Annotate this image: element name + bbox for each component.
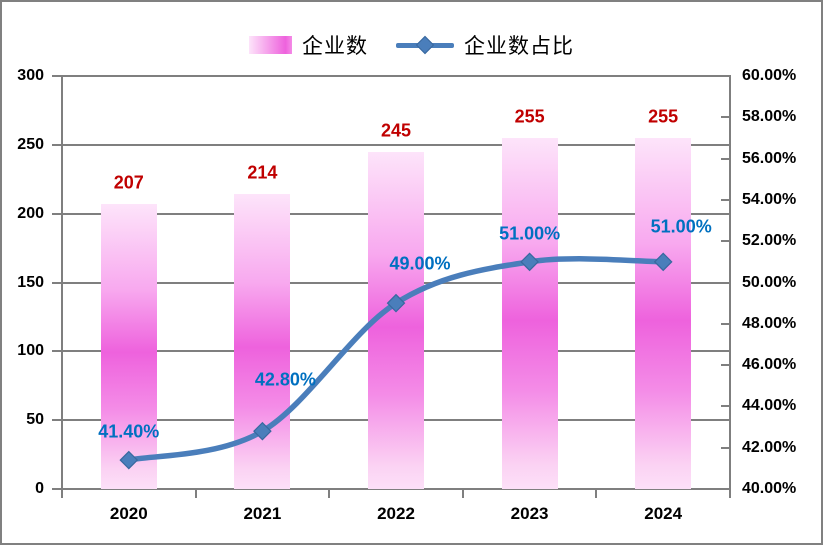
right-axis-tick <box>721 446 730 449</box>
left-axis-tick-label: 300 <box>17 67 44 84</box>
left-axis-tick-label: 250 <box>17 135 44 153</box>
bar-value-label: 255 <box>648 106 679 127</box>
line-value-label: 51.00% <box>499 223 561 244</box>
legend-bar-swatch-icon <box>249 36 292 54</box>
left-axis-tick-label: 100 <box>17 342 44 360</box>
right-axis-tick <box>721 322 730 325</box>
bar-value-label: 245 <box>380 120 412 141</box>
legend-label-line-series: 企业数占比 <box>464 34 574 58</box>
x-axis-tick <box>61 489 63 498</box>
legend-line-diamond-icon <box>396 35 454 55</box>
left-axis-tick <box>52 212 62 215</box>
right-axis-tick-label: 40.00% <box>742 480 797 497</box>
bar <box>368 151 424 489</box>
right-axis-tick <box>721 488 730 490</box>
x-axis-category-label: 2020 <box>109 504 148 523</box>
bar <box>635 137 692 489</box>
left-axis-tick-label: 50 <box>26 411 44 429</box>
left-axis-tick <box>52 75 62 77</box>
left-axis-tick <box>52 281 62 284</box>
left-axis-tick-label: 200 <box>17 204 44 222</box>
right-axis-tick-label: 48.00% <box>742 314 797 332</box>
x-axis-category-label: 2024 <box>644 504 683 523</box>
x-axis-category-label: 2021 <box>243 504 282 523</box>
left-axis-tick <box>52 488 62 490</box>
gridline <box>62 143 730 146</box>
left-axis-line <box>61 75 63 490</box>
bar <box>100 204 157 489</box>
gridline <box>62 75 730 77</box>
bar-value-label: 207 <box>113 172 144 193</box>
line-value-label: 42.80% <box>254 369 316 390</box>
x-axis-tick <box>595 489 598 498</box>
right-axis-tick-label: 46.00% <box>742 356 797 374</box>
left-axis-tick-label: 0 <box>35 480 44 497</box>
right-axis-tick-label: 60.00% <box>742 67 797 84</box>
chart-legend: 企业数 企业数占比 <box>2 30 821 60</box>
bar <box>501 137 558 489</box>
right-axis-tick <box>721 198 730 201</box>
right-axis-tick <box>721 157 730 160</box>
left-axis-tick <box>52 143 62 146</box>
right-axis-line <box>729 75 731 494</box>
line-value-label: 49.00% <box>389 253 451 274</box>
legend-label-bar-series: 企业数 <box>302 34 368 58</box>
x-axis-line <box>62 488 730 490</box>
bar <box>234 194 291 489</box>
right-axis-tick <box>721 364 730 367</box>
x-axis-tick <box>328 489 331 498</box>
line-value-label: 51.00% <box>650 216 712 237</box>
x-axis-tick <box>461 489 464 498</box>
right-axis-tick <box>721 281 730 284</box>
right-axis-tick <box>721 240 730 243</box>
x-axis-category-label: 2023 <box>510 504 549 523</box>
left-axis-tick-label: 150 <box>17 273 44 291</box>
x-axis-category-label: 2022 <box>377 504 415 523</box>
right-axis-tick-label: 42.00% <box>742 438 797 456</box>
right-axis-tick-label: 52.00% <box>742 232 797 250</box>
x-axis-tick <box>194 489 197 498</box>
left-axis-tick <box>52 419 62 422</box>
left-axis-tick <box>52 350 62 353</box>
right-axis-tick-label: 58.00% <box>742 108 797 126</box>
right-axis-tick-label: 50.00% <box>742 273 797 291</box>
right-axis-tick-label: 44.00% <box>742 397 797 415</box>
right-axis-tick-label: 56.00% <box>742 149 797 167</box>
right-axis-tick <box>721 405 730 408</box>
right-axis-tick <box>721 75 730 77</box>
line-value-label: 41.40% <box>98 421 160 442</box>
right-axis-tick <box>721 116 730 119</box>
right-axis-tick-label: 54.00% <box>742 190 797 208</box>
bar-value-label: 255 <box>514 106 545 127</box>
bar-value-label: 214 <box>247 162 278 183</box>
x-axis-tick <box>729 489 731 498</box>
